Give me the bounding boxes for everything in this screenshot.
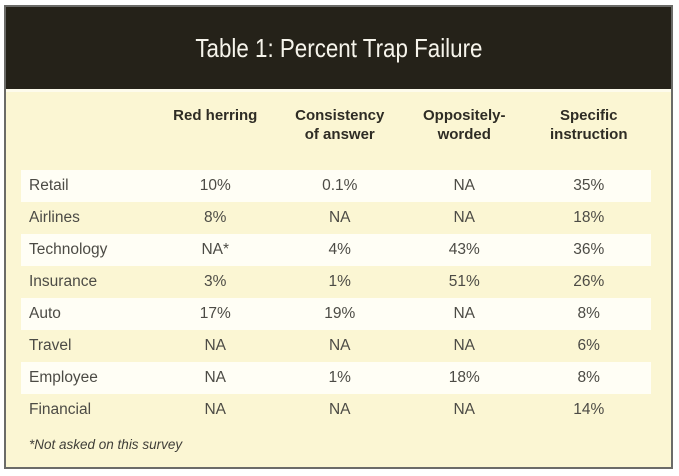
row-label: Financial — [29, 401, 92, 418]
column-header: Specific instruction — [550, 107, 628, 143]
cell-value: 8% — [526, 362, 651, 394]
cell-value: 10% — [153, 170, 278, 202]
table-header-row-container: Red herring Consistency of answer Oppositel… — [21, 92, 651, 170]
cell-value: 1% — [277, 362, 402, 394]
cell-value: 3% — [204, 273, 227, 290]
cell-value: 19% — [277, 298, 402, 330]
cell-value: 1% — [328, 273, 351, 290]
cell-value: 17% — [153, 298, 278, 330]
cell-value: 18% — [402, 362, 527, 394]
row-label: Retail — [21, 170, 153, 202]
cell-value: NA — [453, 209, 476, 226]
cell-value: 18% — [573, 209, 605, 226]
cell-value: 51% — [448, 273, 480, 290]
cell-value: NA — [328, 337, 351, 354]
cell-value: 8% — [204, 209, 227, 226]
cell-value: NA — [402, 298, 527, 330]
cell-value: 26% — [573, 273, 605, 290]
table-row: Employee NA 1% 18% 8% — [21, 362, 651, 394]
cell-value: NA — [204, 337, 227, 354]
table-title-band: Table 1: Percent Trap Failure — [6, 7, 671, 92]
cell-value: 6% — [577, 337, 600, 354]
column-header: Consistency of answer — [295, 107, 385, 143]
table-row: Financial NA NA NA 14% — [21, 394, 651, 426]
cell-value: NA — [453, 337, 476, 354]
header-row: Red herring Consistency of answer Oppositel… — [21, 92, 651, 170]
cell-value: NA — [453, 401, 476, 418]
row-label: Airlines — [29, 209, 80, 226]
cell-value: NA — [204, 401, 227, 418]
data-table: Red herring Consistency of answer Oppositel… — [21, 92, 651, 426]
cell-value: NA — [328, 401, 351, 418]
cell-value: 0.1% — [277, 170, 402, 202]
row-label: Auto — [21, 298, 153, 330]
table-row: Travel NA NA NA 6% — [21, 330, 651, 362]
cell-value: 4% — [277, 234, 402, 266]
cell-value: NA — [328, 209, 351, 226]
row-label: Travel — [29, 337, 72, 354]
column-header: Oppositely-worded — [422, 107, 506, 143]
cell-value: 36% — [526, 234, 651, 266]
row-label: Technology — [21, 234, 153, 266]
cell-value: NA* — [153, 234, 278, 266]
column-header: Red herring — [173, 107, 258, 124]
table-row: Airlines 8% NA NA 18% — [21, 202, 651, 234]
row-label: Employee — [21, 362, 153, 394]
table-row: Auto 17% 19% NA 8% — [21, 298, 651, 330]
table-rows-container: Retail 10% 0.1% NA 35% Airlines 8% NA NA 18% Techn… — [21, 170, 651, 426]
table-row: Retail 10% 0.1% NA 35% — [21, 170, 651, 202]
corner-cell — [21, 92, 153, 170]
cell-value: 8% — [526, 298, 651, 330]
table-row: Insurance 3% 1% 51% 26% — [21, 266, 651, 298]
table-row: Technology NA* 4% 43% 36% — [21, 234, 651, 266]
cell-value: NA — [153, 362, 278, 394]
cell-value: 35% — [526, 170, 651, 202]
table-footnote: *Not asked on this survey — [29, 437, 183, 452]
table-body: Red herring Consistency of answer Oppositel… — [6, 92, 671, 452]
row-label: Insurance — [29, 273, 98, 290]
cell-value: NA — [402, 170, 527, 202]
table-title: Table 1: Percent Trap Failure — [194, 32, 483, 63]
cell-value: 43% — [402, 234, 527, 266]
table-card: Table 1: Percent Trap Failure Red herrin… — [4, 5, 673, 469]
cell-value: 14% — [573, 401, 605, 418]
